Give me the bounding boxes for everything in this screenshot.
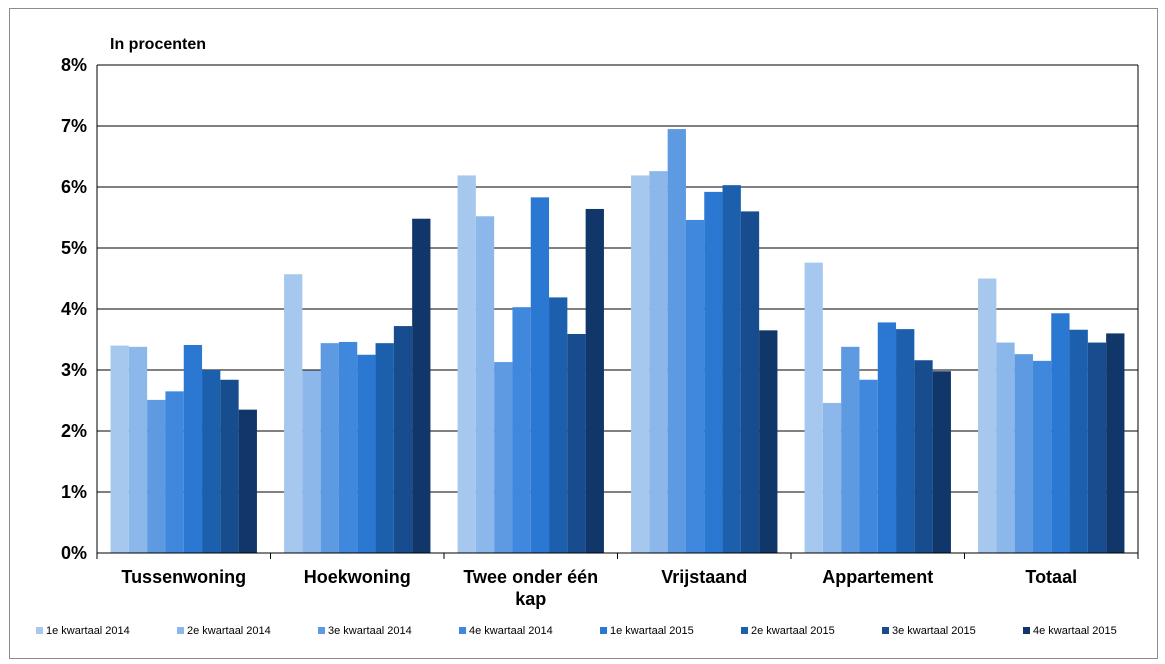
y-tick-label: 4% [61, 299, 87, 319]
category-label: Totaal [1025, 567, 1077, 587]
legend-label: 2e kwartaal 2014 [187, 625, 271, 637]
category-labels: Tussenwoning Hoekwoning Twee onder één kap V… [121, 567, 1077, 609]
legend-item: 2e kwartaal 2015 [741, 625, 835, 637]
bar [238, 409, 257, 553]
bar [128, 346, 148, 553]
y-tick-label: 0% [61, 543, 87, 563]
bar [338, 341, 358, 553]
legend-swatch [600, 627, 607, 634]
bar [320, 343, 339, 553]
bar [183, 344, 203, 553]
legend-label: 3e kwartaal 2015 [892, 625, 976, 637]
bar [722, 185, 741, 554]
bar [475, 216, 495, 553]
bar [457, 175, 476, 553]
bar [202, 370, 221, 553]
category-label: Appartement [822, 567, 933, 587]
bar [631, 175, 650, 553]
legend-label: 4e kwartaal 2014 [469, 625, 553, 637]
legend-item: 4e kwartaal 2015 [1023, 625, 1117, 637]
bar [567, 334, 586, 553]
y-tick-label: 6% [61, 177, 87, 197]
bar [284, 274, 303, 553]
legend-item: 3e kwartaal 2014 [318, 625, 412, 637]
legend-swatch [318, 627, 325, 634]
legend-item: 4e kwartaal 2014 [459, 625, 553, 637]
legend-swatch [741, 627, 748, 634]
bars [110, 129, 1125, 554]
y-tick-label: 5% [61, 238, 87, 258]
bar [759, 330, 778, 553]
y-tick-label: 2% [61, 421, 87, 441]
bar [165, 391, 184, 553]
bar [302, 370, 321, 553]
bar [1069, 329, 1088, 553]
bar [220, 379, 239, 553]
legend-item: 2e kwartaal 2014 [177, 625, 271, 637]
bar [1051, 313, 1070, 553]
bar-chart: In procenten 0% 1% 2% 3% 4% 5% 6% 7% 8% Tussenwo… [36, 36, 1139, 637]
bar [704, 191, 723, 553]
bar [859, 379, 878, 553]
y-tick-label: 7% [61, 116, 87, 136]
y-tick-labels: 0% 1% 2% 3% 4% 5% 6% 7% 8% [61, 55, 87, 563]
category-label: Tussenwoning [121, 567, 246, 587]
bar [1014, 354, 1033, 553]
bar [1106, 333, 1125, 553]
category-label: Vrijstaand [661, 567, 747, 587]
bar [585, 208, 604, 553]
bar [375, 343, 394, 553]
bar [896, 329, 915, 553]
bar [667, 129, 686, 554]
bar [530, 197, 550, 553]
bar [110, 345, 129, 553]
legend-label: 4e kwartaal 2015 [1033, 625, 1117, 637]
y-axis-label: In procenten [110, 36, 206, 53]
bar [649, 171, 668, 553]
bar [804, 262, 823, 553]
legend-item: 1e kwartaal 2014 [36, 625, 130, 637]
chart-frame: In procenten 0% 1% 2% 3% 4% 5% 6% 7% 8% Tussenwo… [9, 8, 1158, 659]
category-label: Hoekwoning [304, 567, 411, 587]
bar [357, 354, 376, 553]
category-label: Twee onder één kap [463, 567, 598, 609]
bar [877, 322, 897, 553]
legend-swatch [177, 627, 184, 634]
gridlines [97, 64, 1138, 493]
bar [996, 342, 1015, 553]
bar [1087, 342, 1107, 553]
bar [685, 219, 705, 553]
legend-label: 1e kwartaal 2014 [46, 625, 130, 637]
y-tick-label: 3% [61, 360, 87, 380]
bar [914, 360, 933, 553]
legend-item: 3e kwartaal 2015 [882, 625, 976, 637]
bar [740, 211, 760, 553]
bar [494, 362, 513, 553]
bar [841, 346, 860, 553]
legend: 1e kwartaal 2014 2e kwartaal 2014 3e kwart… [36, 625, 1117, 637]
bar [549, 297, 568, 553]
bar [1032, 360, 1052, 553]
y-tick-label: 1% [61, 482, 87, 502]
legend-swatch [36, 627, 43, 634]
legend-label: 3e kwartaal 2014 [328, 625, 412, 637]
legend-label: 1e kwartaal 2015 [610, 625, 694, 637]
bar [393, 326, 413, 553]
legend-swatch [882, 627, 889, 634]
bar [978, 278, 997, 553]
axes [96, 65, 1139, 559]
bar [147, 399, 166, 553]
bar [932, 371, 951, 553]
legend-item: 1e kwartaal 2015 [600, 625, 694, 637]
bar [822, 402, 842, 553]
legend-swatch [1023, 627, 1030, 634]
legend-swatch [459, 627, 466, 634]
y-tick-label: 8% [61, 55, 87, 75]
bar [412, 218, 431, 553]
bar [512, 307, 531, 553]
legend-label: 2e kwartaal 2015 [751, 625, 835, 637]
